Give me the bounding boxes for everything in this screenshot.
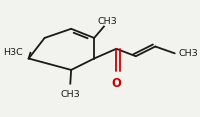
Text: CH3: CH3 — [98, 17, 117, 26]
Text: H3C: H3C — [4, 48, 23, 57]
Text: O: O — [111, 77, 121, 90]
Text: CH3: CH3 — [178, 49, 198, 58]
Text: CH3: CH3 — [60, 90, 80, 99]
